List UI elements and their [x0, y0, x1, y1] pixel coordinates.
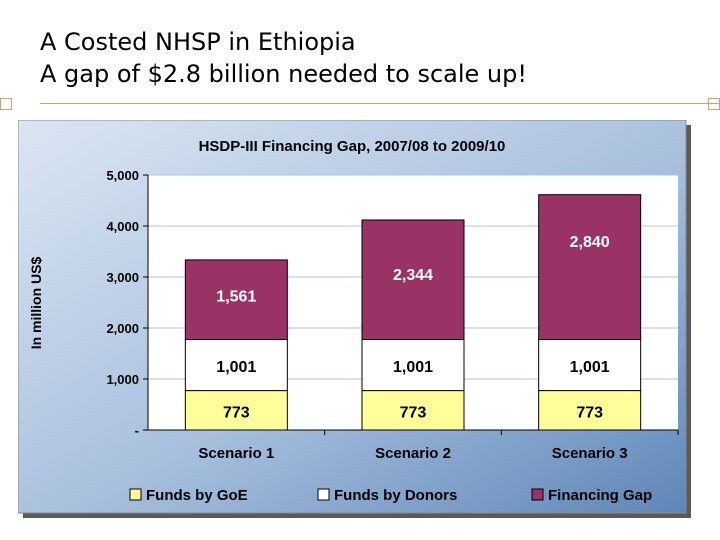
data-label: 2,344 [393, 267, 433, 284]
y-tick-label: - [135, 423, 139, 438]
legend: Funds by GoE Funds by Donors Financing Gap [129, 487, 652, 504]
data-label: 773 [223, 404, 250, 421]
bars [184, 194, 642, 431]
data-label: 1,561 [216, 289, 256, 306]
y-axis-title: In million US$ [28, 257, 44, 350]
legend-swatch [317, 488, 330, 501]
x-tick-label: Scenario 1 [198, 445, 274, 462]
y-tick-label: 3,000 [106, 270, 139, 285]
legend-swatch [129, 488, 142, 501]
financing-gap-chart: 7731,0011,5617731,0012,3447731,0012,840 … [17, 119, 691, 518]
y-tick-label: 1,000 [106, 372, 139, 387]
bar-segment [538, 194, 642, 341]
slide-title-line2: A gap of $2.8 billion needed to scale up… [40, 60, 527, 88]
slide-title-line1: A Costed NHSP in Ethiopia [40, 28, 356, 56]
data-label: 773 [576, 404, 603, 421]
data-labels: 773 1,001 1,561 773 1,001 2,344 773 1,001 2,840 [216, 234, 609, 421]
legend-label: Funds by Donors [334, 487, 457, 504]
title-divider [40, 103, 720, 104]
bar-segment [538, 339, 642, 392]
y-tick-label: 2,000 [106, 321, 139, 336]
legend-label: Financing Gap [548, 487, 652, 504]
accent-box-left [0, 98, 12, 110]
bar-segment [361, 219, 465, 341]
data-label: 773 [400, 404, 427, 421]
data-label: 1,001 [216, 359, 256, 376]
accent-box-right [708, 98, 720, 110]
x-tick-label: Scenario 3 [552, 445, 628, 462]
bar-segment [361, 390, 465, 431]
data-label: 2,840 [570, 234, 610, 251]
axes: - 1,000 2,000 3,000 4,000 5,000 Scenario 1 Scen… [106, 168, 679, 462]
chart-title: HSDP-III Financing Gap, 2007/08 to 2009/… [199, 138, 506, 155]
y-tick-label: 5,000 [106, 168, 139, 183]
data-label: 1,001 [570, 359, 610, 376]
bar-segment [184, 390, 288, 431]
slide-title: A Costed NHSP in Ethiopia A gap of $2.8 … [40, 26, 527, 90]
chart-container: 773 1,001 1,561 773 1,001 2,344 773 1,001 2,840 … [17, 119, 694, 520]
legend-label: Funds by GoE [146, 487, 248, 504]
x-tick-label: Scenario 2 [375, 445, 451, 462]
legend-swatch [531, 488, 544, 501]
bar-segment [184, 339, 288, 392]
y-tick-label: 4,000 [106, 219, 139, 234]
data-label: 1,001 [393, 359, 433, 376]
bar-segment [184, 259, 288, 341]
